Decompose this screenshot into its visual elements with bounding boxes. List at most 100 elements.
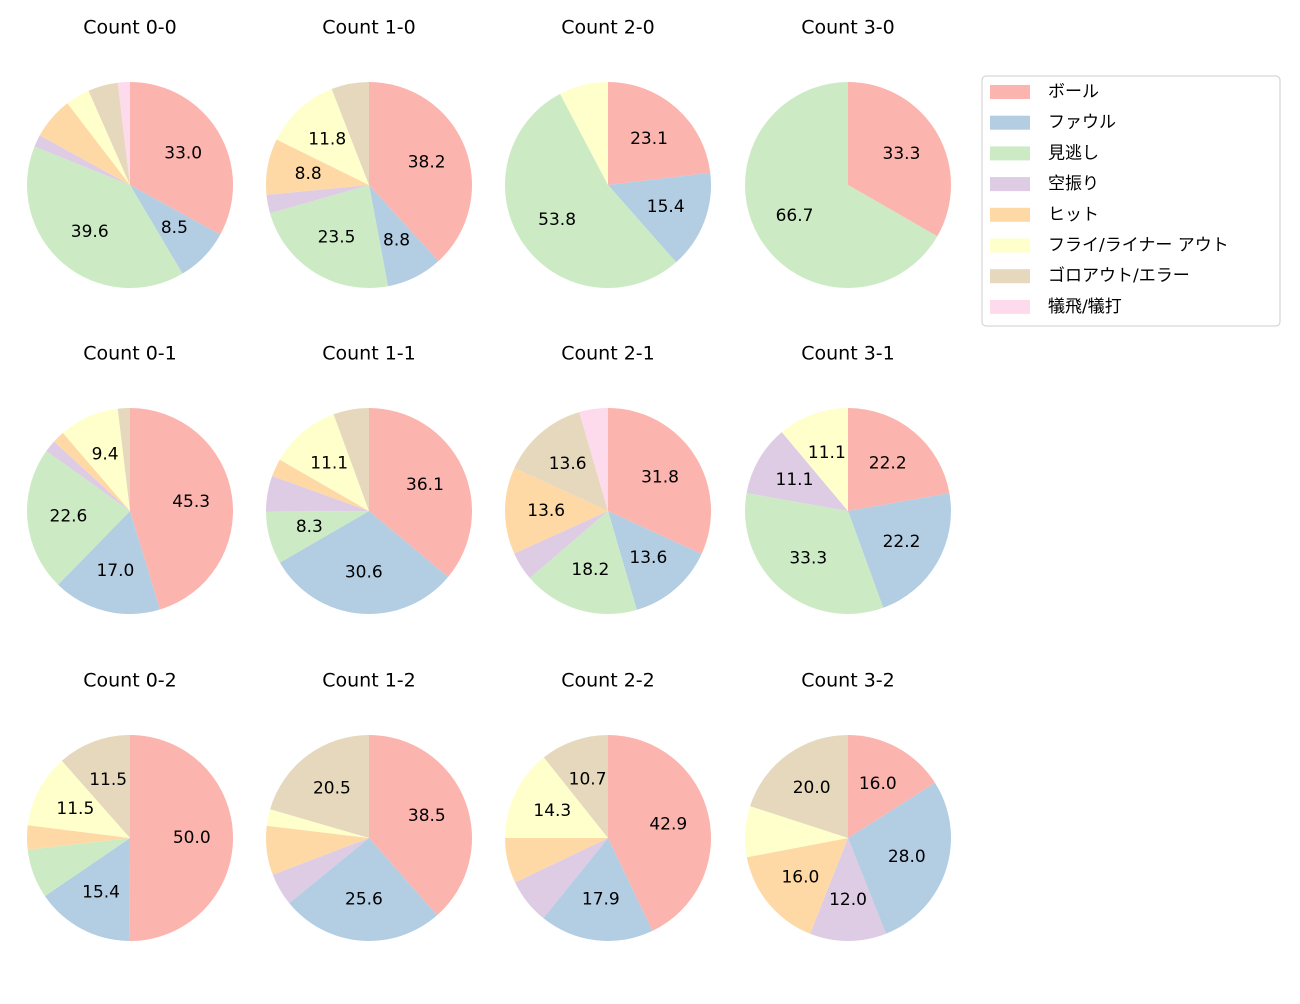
chart-title: Count 1-1: [322, 343, 416, 365]
value-label: 33.3: [883, 144, 921, 164]
value-label: 13.6: [527, 501, 565, 521]
value-label: 38.5: [408, 806, 446, 826]
value-label: 15.4: [647, 197, 685, 217]
pie-slice: [504, 467, 608, 554]
pie-slice: [745, 493, 884, 614]
pie-slice: [46, 441, 131, 511]
value-label: 25.6: [345, 890, 383, 910]
legend-swatch: [990, 115, 1030, 130]
pie-slice: [781, 408, 848, 511]
value-label: 33.3: [789, 548, 827, 568]
pie-slice: [543, 735, 608, 838]
chart-title: Count 2-2: [561, 670, 655, 692]
pie-slice: [579, 408, 608, 511]
pie-slice: [369, 735, 472, 916]
pie-slice: [744, 806, 848, 858]
value-label: 13.6: [549, 454, 587, 474]
value-label: 18.2: [571, 560, 609, 580]
pie-slice: [608, 408, 711, 555]
legend-swatch: [990, 207, 1030, 222]
value-label: 14.3: [533, 801, 571, 821]
chart-title: Count 1-0: [322, 17, 416, 39]
pie-slice: [67, 90, 130, 185]
pie-slice: [560, 82, 608, 185]
pie-slice: [279, 511, 449, 615]
pie-slice: [848, 735, 935, 838]
value-label: 28.0: [888, 847, 926, 867]
pie-slice: [608, 172, 711, 263]
value-label: 22.6: [50, 506, 88, 526]
legend-label: 空振り: [1048, 174, 1099, 194]
value-label: 17.0: [96, 561, 134, 581]
value-label: 15.4: [82, 883, 120, 903]
legend-swatch: [990, 177, 1030, 192]
pie-slice: [44, 838, 130, 941]
value-label: 23.1: [630, 129, 668, 149]
pie-slice: [117, 82, 130, 185]
value-label: 42.9: [649, 814, 687, 834]
pie-slice: [369, 185, 439, 287]
legend-label: ボール: [1048, 82, 1099, 102]
pie-slice: [130, 82, 233, 235]
value-label: 22.2: [883, 532, 921, 552]
chart-title: Count 0-2: [83, 670, 177, 692]
chart-title: Count 1-2: [322, 670, 416, 692]
pie-slice: [505, 93, 677, 288]
chart-title: Count 3-2: [801, 670, 895, 692]
legend-swatch: [990, 269, 1030, 284]
pie-slice: [58, 511, 160, 614]
pie-slice: [608, 735, 712, 931]
pie-slice: [27, 825, 130, 850]
legend-swatch: [990, 146, 1030, 161]
chart-title: Count 0-0: [83, 17, 177, 39]
legend-swatch: [990, 299, 1030, 314]
pie-slice: [369, 82, 472, 262]
pie-slice: [117, 408, 130, 511]
value-label: 11.1: [310, 454, 348, 474]
pie-slice: [515, 838, 608, 919]
value-label: 11.8: [308, 129, 346, 149]
pie-slice: [529, 511, 637, 614]
value-label: 30.6: [345, 563, 383, 583]
value-label: 10.7: [569, 770, 607, 790]
pie-slice: [266, 809, 369, 838]
pie-slice: [279, 414, 369, 511]
value-label: 20.5: [313, 779, 351, 799]
pie-slice: [266, 511, 369, 563]
value-label: 8.3: [296, 517, 323, 537]
legend-swatch: [990, 85, 1030, 99]
chart-title: Count 0-1: [83, 343, 177, 365]
pie-slice: [266, 185, 369, 214]
pie-slice: [27, 450, 130, 585]
chart-title: Count 2-1: [561, 343, 655, 365]
pie-slice: [272, 459, 369, 511]
pie-slice: [848, 782, 951, 934]
pie-slice: [608, 82, 711, 185]
value-label: 11.1: [808, 443, 846, 463]
legend-label: 見逃し: [1048, 143, 1099, 163]
value-label: 13.6: [629, 548, 667, 568]
value-label: 17.9: [582, 889, 620, 909]
pie-slice: [505, 757, 608, 838]
pie-slice: [289, 838, 438, 942]
value-label: 20.0: [793, 778, 831, 798]
legend-label: ヒット: [1048, 205, 1099, 225]
value-label: 16.0: [781, 867, 819, 887]
legend-box: [981, 75, 1281, 327]
pie-slice: [810, 838, 886, 941]
pie-slice: [27, 146, 183, 288]
pie-slice: [331, 82, 369, 185]
legend-label: フライ/ライナー アウト: [1048, 236, 1229, 256]
value-label: 11.5: [56, 799, 94, 819]
value-label: 9.4: [92, 444, 119, 464]
pie-slice: [746, 432, 848, 511]
pie-slice: [746, 838, 848, 934]
value-label: 8.8: [383, 230, 410, 250]
pie-slice: [333, 408, 369, 511]
pie-slice: [848, 82, 951, 237]
value-label: 50.0: [173, 828, 211, 848]
pie-slice: [61, 735, 131, 838]
value-label: 33.0: [164, 144, 202, 164]
pie-slice: [129, 735, 233, 941]
pie-slice: [130, 185, 221, 274]
